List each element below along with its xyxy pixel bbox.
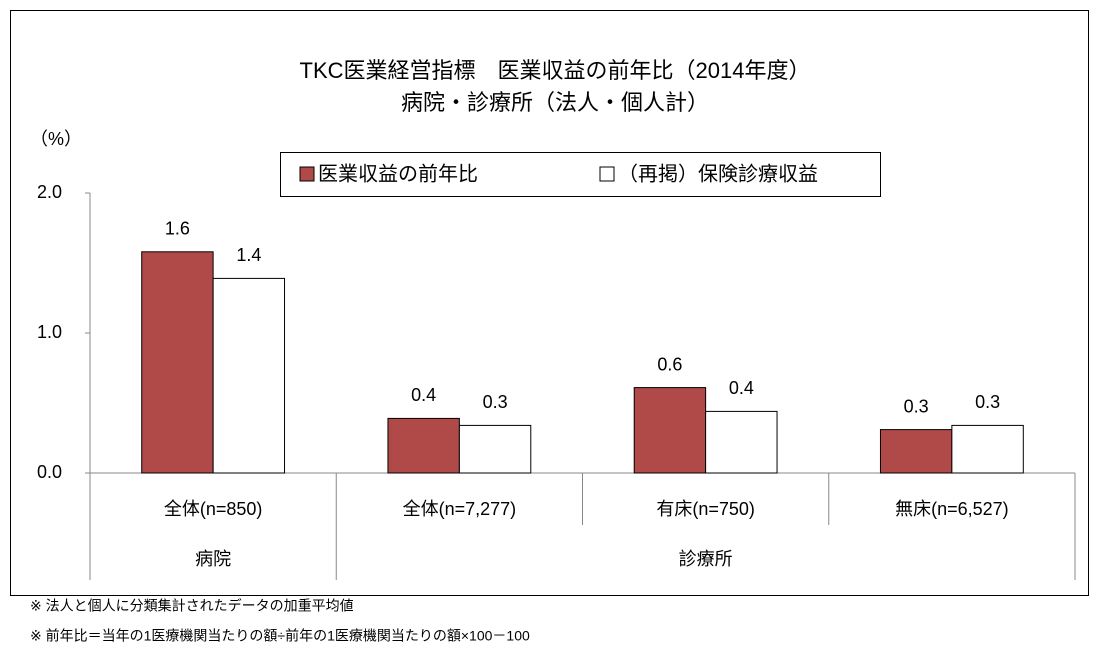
bar bbox=[951, 424, 1024, 474]
bar bbox=[879, 429, 953, 474]
value-label: 1.6 bbox=[165, 219, 190, 239]
y-tick-label: 0.0 bbox=[37, 462, 62, 482]
value-label: 0.4 bbox=[729, 378, 754, 398]
bar bbox=[458, 424, 532, 474]
group-label: 病院 bbox=[195, 549, 231, 569]
bar bbox=[633, 387, 707, 474]
legend-swatch bbox=[299, 166, 315, 182]
x-tick-label: 全体(n=850) bbox=[164, 499, 263, 519]
group-label: 診療所 bbox=[679, 549, 733, 569]
note: ※ 法人と個人に分類集計されたデータの加重平均値 bbox=[30, 598, 354, 614]
chart-subtitle: 病院・診療所（法人・個人計） bbox=[401, 90, 709, 115]
y-tick-label: 2.0 bbox=[37, 182, 62, 202]
y-axis-label: （%） bbox=[30, 129, 82, 149]
value-label: 0.6 bbox=[657, 354, 682, 374]
legend-label: 医業収益の前年比 bbox=[318, 162, 478, 185]
bar bbox=[705, 410, 778, 474]
x-tick-label: 有床(n=750) bbox=[656, 499, 755, 519]
chart-title: TKC医業経営指標 医業収益の前年比（2014年度） bbox=[300, 58, 811, 83]
note: ※ 前年比＝当年の1医療機関当たりの額÷前年の1医療機関当たりの額×100－10… bbox=[30, 628, 530, 644]
x-tick-label: 全体(n=7,277) bbox=[403, 499, 517, 519]
bar bbox=[141, 251, 214, 474]
legend-label: （再掲）保険診療収益 bbox=[618, 162, 818, 185]
legend-swatch bbox=[599, 166, 615, 182]
chart-border bbox=[10, 10, 1089, 596]
value-label: 0.3 bbox=[483, 392, 508, 412]
y-tick-label: 1.0 bbox=[37, 322, 62, 342]
value-label: 0.4 bbox=[411, 385, 436, 405]
value-label: 0.3 bbox=[904, 396, 929, 416]
value-label: 1.4 bbox=[236, 245, 261, 265]
bar bbox=[212, 277, 286, 474]
legend-box bbox=[280, 152, 881, 197]
value-label: 0.3 bbox=[975, 392, 1000, 412]
x-tick-label: 無床(n=6,527) bbox=[895, 499, 1009, 519]
bar bbox=[387, 417, 460, 474]
